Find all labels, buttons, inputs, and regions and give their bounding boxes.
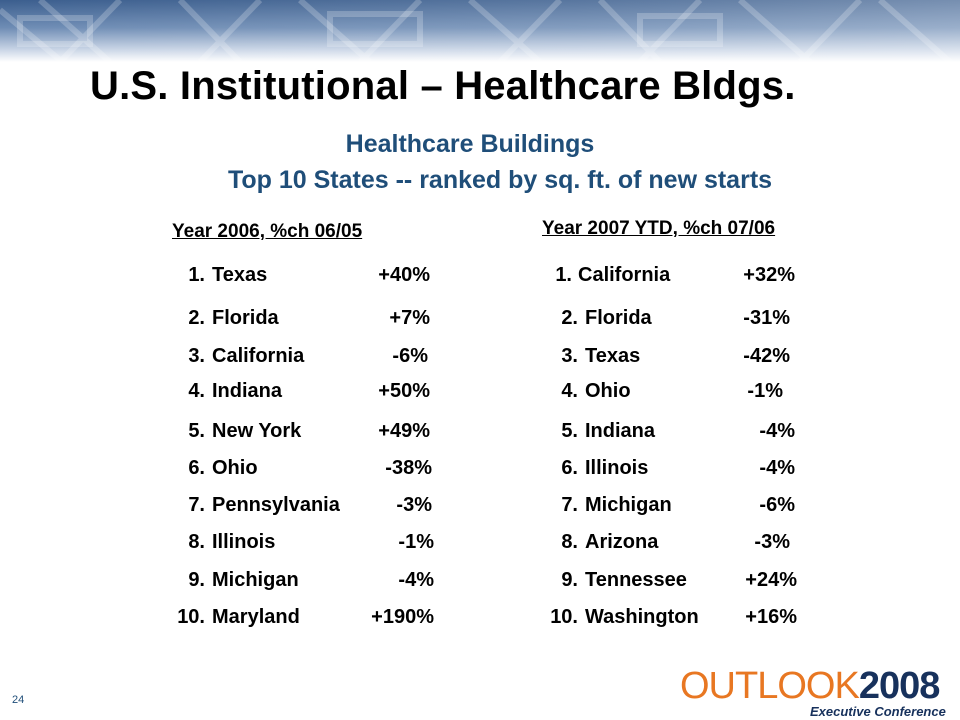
state-name: Florida [585, 307, 652, 329]
rank-number: 5. [188, 420, 205, 442]
percent-change: +24% [745, 569, 797, 591]
subtitle-primary: Healthcare Buildings [345, 130, 595, 158]
percent-change: -42% [743, 345, 790, 367]
logo-word: OUTLOOK [680, 665, 860, 707]
rank-number: 9. [188, 569, 205, 591]
rank-number: 3. [188, 345, 205, 367]
left-rank-row-2: 2. Florida +7% [0, 307, 960, 333]
rank-number: 4. [561, 380, 578, 402]
rank-number: 1. [188, 264, 205, 286]
state-name: Illinois [212, 531, 276, 553]
rank-number: 7. [188, 494, 205, 516]
banner-pattern [0, 0, 952, 62]
percent-change: -6% [392, 345, 428, 367]
right-rank-row-10: 10. Washington +16% [0, 606, 960, 632]
percent-change: -3% [396, 494, 432, 516]
left-rank-row-5: 5. New York +49% [0, 420, 960, 446]
right-rank-row-9: 9. Tennessee +24% [0, 569, 960, 595]
rank-number: 3. [561, 345, 578, 367]
state-name: Tennessee [585, 569, 687, 591]
percent-change: +190% [371, 606, 434, 628]
right-rank-row-3: 3. Texas -42% [0, 345, 960, 371]
left-rank-row-7: 7. Pennsylvania -3% [0, 494, 960, 520]
rank-number: 10. [550, 606, 578, 628]
state-name: New York [212, 420, 302, 442]
percent-change: +40% [378, 264, 430, 286]
left-rank-row-4: 4. Indiana +50% [0, 380, 960, 406]
rank-number: 6. [188, 457, 205, 479]
state-name: Florida [212, 307, 279, 329]
state-name: California [212, 345, 305, 367]
left-rank-row-9: 9. Michigan -4% [0, 569, 960, 595]
right-rank-row-6: 6. Illinois -4% [0, 457, 960, 483]
right-rank-row-1: 1. California +32% [0, 264, 960, 290]
state-name: Pennsylvania [212, 494, 340, 516]
percent-change: -6% [759, 494, 795, 516]
percent-change: +7% [389, 307, 430, 329]
header-banner [0, 0, 960, 62]
right-rank-row-2: 2. Florida -31% [0, 307, 960, 333]
left-rank-row-10: 10. Maryland +190% [0, 606, 960, 632]
right-rank-row-7: 7. Michigan -6% [0, 494, 960, 520]
right-rank-row-4: 4. Ohio -1% [0, 380, 960, 406]
rank-number: 2. [188, 307, 205, 329]
state-name: Michigan [585, 494, 672, 516]
state-name: Indiana [585, 420, 656, 442]
state-name: Indiana [212, 380, 283, 402]
percent-change: -4% [759, 420, 795, 442]
percent-change: +16% [745, 606, 797, 628]
rank-number: 7. [561, 494, 578, 516]
rank-number: 1. [555, 264, 572, 286]
state-name: Washington [585, 606, 699, 628]
logo-year: 2008 [858, 665, 941, 707]
percent-change: -3% [754, 531, 790, 553]
percent-change: +32% [743, 264, 795, 286]
outlook-logo: OUTLOOK2008 Executive Conference [680, 666, 946, 719]
rank-number: 6. [561, 457, 578, 479]
right-column-heading: Year 2007 YTD, %ch 07/06 [542, 218, 776, 239]
right-rank-row-5: 5. Indiana -4% [0, 420, 960, 446]
state-name: Ohio [212, 457, 258, 479]
state-name: Ohio [585, 380, 631, 402]
page-number: 24 [12, 694, 25, 706]
subtitle-secondary: Top 10 States -- ranked by sq. ft. of ne… [227, 166, 773, 194]
rank-number: 2. [561, 307, 578, 329]
left-rank-row-3: 3. California -6% [0, 345, 960, 371]
percent-change: -1% [398, 531, 434, 553]
state-name: California [578, 264, 671, 286]
percent-change: -4% [759, 457, 795, 479]
percent-change: +50% [378, 380, 430, 402]
percent-change: -1% [747, 380, 783, 402]
banner-fade [0, 0, 960, 62]
right-rank-row-8: 8. Arizona -3% [0, 531, 960, 557]
state-name: Illinois [585, 457, 649, 479]
state-name: Arizona [585, 531, 659, 553]
logo-tagline: Executive Conference [810, 704, 946, 719]
rank-number: 4. [188, 380, 205, 402]
rank-number: 9. [561, 569, 578, 591]
rank-number: 8. [561, 531, 578, 553]
percent-change: -38% [385, 457, 432, 479]
percent-change: +49% [378, 420, 430, 442]
state-name: Maryland [212, 606, 300, 628]
state-name: Texas [585, 345, 641, 367]
percent-change: -4% [398, 569, 434, 591]
percent-change: -31% [743, 307, 790, 329]
left-rank-row-8: 8. Illinois -1% [0, 531, 960, 557]
rank-number: 10. [177, 606, 205, 628]
state-name: Texas [212, 264, 268, 286]
rank-number: 8. [188, 531, 205, 553]
page-title: U.S. Institutional – Healthcare Bldgs. [90, 64, 796, 108]
logo-wordmark: OUTLOOK2008 [680, 665, 941, 707]
left-rank-row-6: 6. Ohio -38% [0, 457, 960, 483]
left-rank-row-1: 1. Texas +40% [0, 264, 960, 290]
rank-number: 5. [561, 420, 578, 442]
left-column-heading: Year 2006, %ch 06/05 [172, 221, 363, 242]
state-name: Michigan [212, 569, 299, 591]
